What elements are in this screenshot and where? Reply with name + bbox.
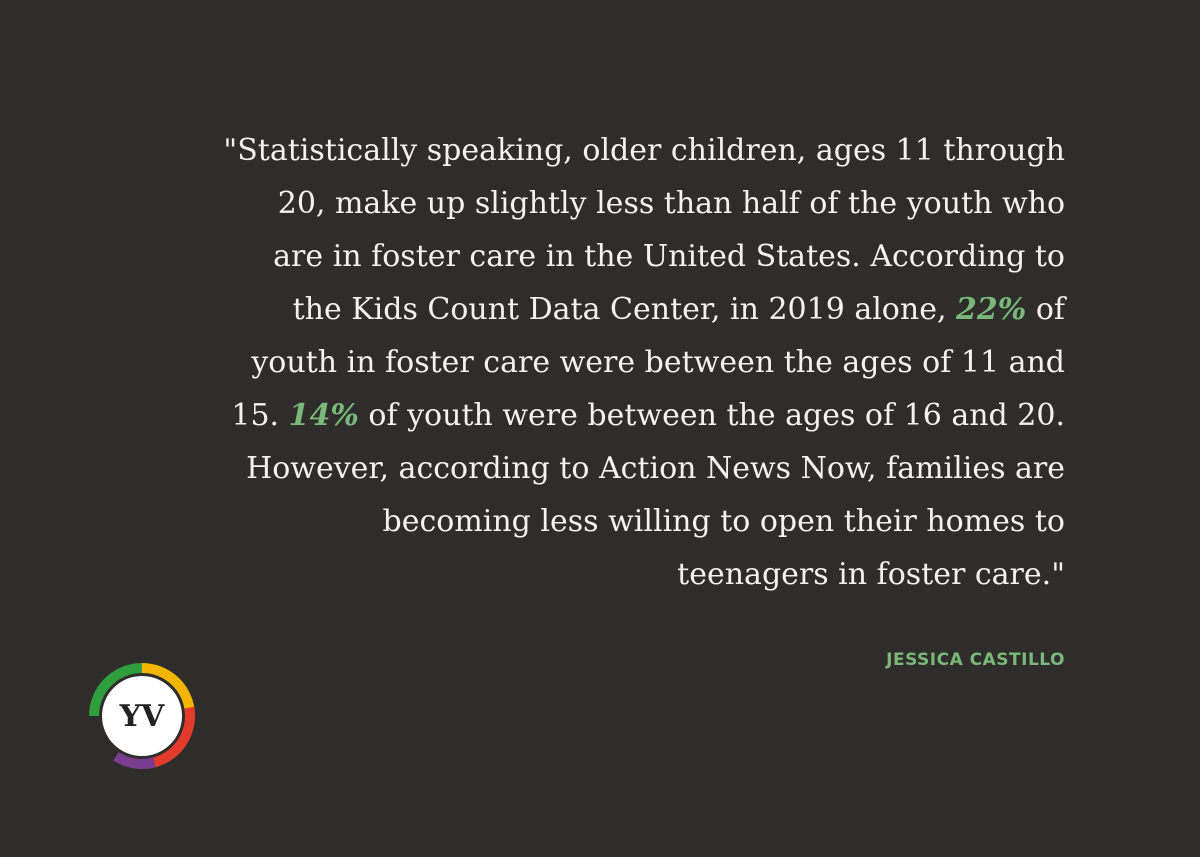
quote-text: 15.	[231, 398, 289, 433]
quote-text: However, according to Action News Now, f…	[246, 451, 1065, 486]
quote: "Statistically speaking, older children,…	[65, 124, 1065, 601]
quote-text: of youth were between the ages of 16 and…	[358, 398, 1065, 433]
quote-line: 20, make up slightly less than half of t…	[65, 177, 1065, 230]
quote-text: the Kids Count Data Center, in 2019 alon…	[292, 292, 957, 327]
quote-line: "Statistically speaking, older children,…	[65, 124, 1065, 177]
quote-line: 15. 14% of youth were between the ages o…	[65, 389, 1065, 442]
quote-text: teenagers in foster care."	[677, 557, 1065, 592]
quote-text: "Statistically speaking, older children,…	[223, 133, 1065, 168]
quote-line: are in foster care in the United States.…	[65, 230, 1065, 283]
logo-text: YV	[119, 699, 165, 734]
author: JESSICA CASTILLO	[886, 650, 1065, 670]
quote-line: becoming less willing to open their home…	[65, 495, 1066, 548]
quote-text: youth in foster care were between the ag…	[251, 345, 1065, 380]
highlight: 22%	[956, 292, 1027, 327]
highlight: 14%	[288, 398, 359, 433]
quote-text: of	[1026, 292, 1065, 327]
logo: YV	[89, 663, 195, 769]
quote-line: teenagers in foster care."	[65, 548, 1065, 601]
quote-text: 20, make up slightly less than half of t…	[277, 186, 1065, 221]
quote-line: youth in foster care were between the ag…	[65, 336, 1065, 389]
quote-text: becoming less willing to open their home…	[382, 504, 1066, 539]
quote-line: However, according to Action News Now, f…	[65, 442, 1065, 495]
quote-text: are in foster care in the United States.…	[273, 239, 1065, 274]
quote-line: the Kids Count Data Center, in 2019 alon…	[65, 283, 1065, 336]
